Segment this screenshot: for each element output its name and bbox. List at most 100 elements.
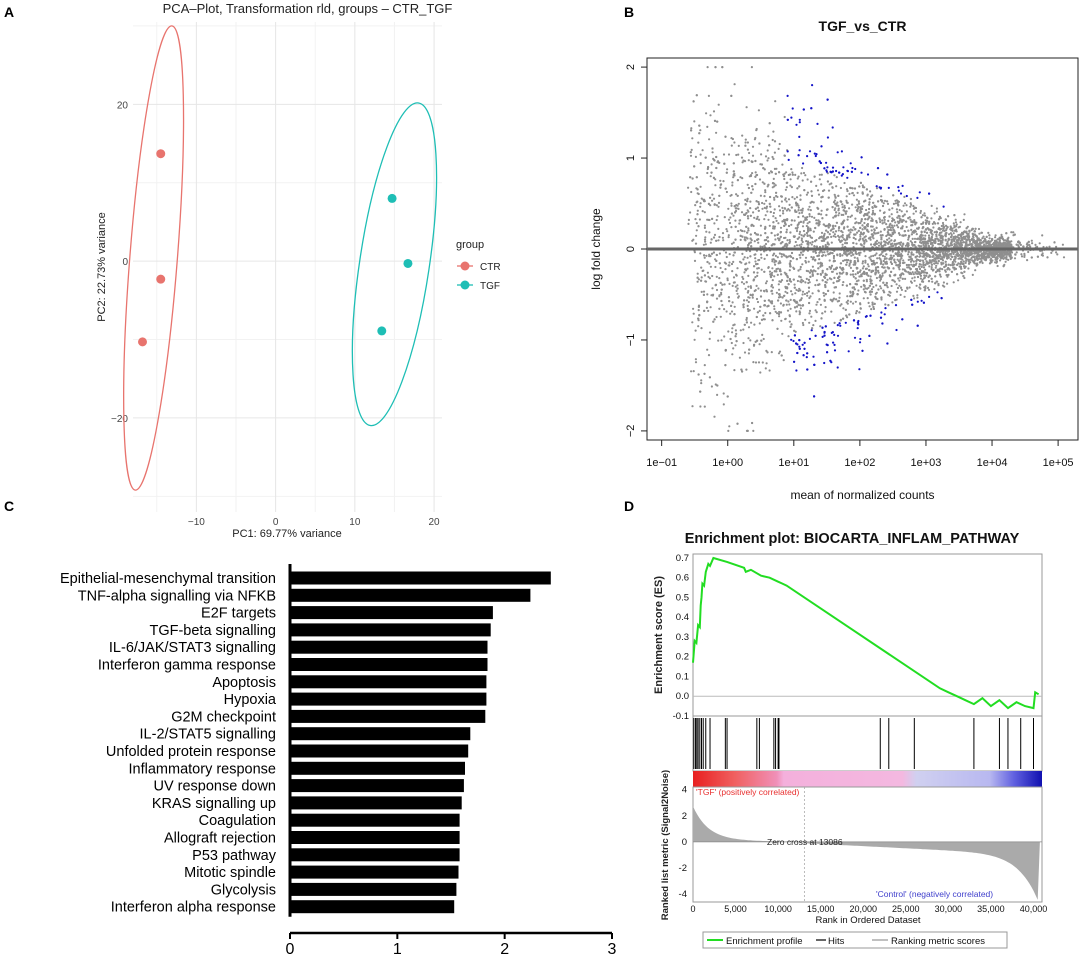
ma-point (759, 194, 762, 197)
pca-ytick-label: −20 (111, 414, 128, 425)
ma-point (847, 350, 850, 353)
ma-point (985, 235, 988, 238)
ma-point (758, 218, 761, 221)
ma-point (804, 281, 807, 284)
ma-point (706, 300, 709, 303)
ma-point (697, 304, 701, 307)
ma-point (855, 267, 858, 270)
ma-point (754, 289, 757, 292)
ma-point (996, 238, 999, 241)
ma-point (890, 213, 893, 216)
ma-point (904, 244, 907, 247)
ma-point (757, 287, 760, 290)
ma-point (872, 237, 875, 240)
ma-point (800, 278, 803, 281)
ma-point (894, 221, 897, 224)
ma-point (747, 227, 750, 230)
ma-point (745, 225, 748, 228)
ma-point (749, 255, 752, 258)
ma-point (699, 205, 702, 208)
ma-point (964, 235, 967, 239)
ma-point (908, 266, 911, 269)
ma-point (708, 262, 711, 265)
ma-point (955, 223, 958, 226)
ma-point (768, 202, 771, 205)
ma-point (948, 233, 951, 236)
ma-point (966, 250, 969, 253)
ma-point (929, 231, 932, 234)
ma-point (771, 286, 775, 289)
ma-point (873, 213, 876, 216)
ma-point (697, 225, 700, 228)
ma-point (703, 309, 706, 312)
ma-point (988, 234, 991, 237)
ma-point (737, 207, 740, 210)
ma-point (849, 291, 852, 294)
ma-point (998, 241, 1001, 244)
ma-point (960, 271, 963, 274)
ma-point (800, 243, 803, 246)
ma-point (740, 156, 744, 159)
ma-point (981, 261, 984, 265)
ma-point (928, 220, 931, 223)
ma-point (716, 384, 719, 387)
ma-point (885, 223, 888, 226)
ma-point (730, 193, 733, 197)
ma-point (873, 232, 876, 235)
ma-point (731, 301, 734, 304)
ma-point (804, 256, 808, 259)
ma-point (738, 356, 741, 359)
ma-point (779, 226, 783, 229)
ma-point (923, 274, 926, 277)
ma-point (875, 219, 878, 223)
ma-point (766, 149, 769, 152)
ma-point (735, 153, 738, 157)
ma-point (999, 250, 1002, 254)
ma-point (699, 405, 702, 408)
ma-point (939, 267, 942, 270)
ma-point (742, 258, 745, 261)
ma-point (736, 179, 739, 182)
ma-point (824, 325, 827, 328)
ma-point (791, 107, 794, 110)
ma-point (786, 239, 789, 242)
ma-point (778, 260, 781, 263)
pca-chart: PCA–Plot, Transformation rld, groups – C… (96, 1, 501, 540)
ma-point (723, 335, 726, 338)
pca-ellipse-ctr (123, 25, 185, 491)
ma-point (763, 299, 766, 302)
ma-point (835, 266, 838, 269)
ma-point (985, 250, 988, 253)
ma-point (974, 244, 977, 247)
ma-point (866, 263, 869, 266)
ma-point (896, 216, 899, 219)
ma-point (950, 244, 953, 247)
ma-point (918, 191, 921, 194)
ma-point (910, 233, 913, 236)
ma-point (713, 222, 716, 225)
ma-point (697, 192, 700, 196)
ma-point (1023, 255, 1026, 258)
ma-point (911, 271, 914, 274)
ma-point (733, 141, 736, 144)
ma-point (799, 194, 802, 197)
ma-point (711, 199, 714, 202)
ma-point (799, 307, 802, 310)
ma-point (795, 123, 798, 126)
ma-point (951, 261, 954, 264)
ma-point (781, 296, 784, 299)
ma-point (772, 252, 776, 255)
ma-point (889, 222, 892, 225)
ma-point (848, 313, 851, 316)
ma-point (965, 259, 968, 262)
ma-point (853, 228, 857, 231)
ma-point (722, 180, 725, 183)
ma-point (1014, 253, 1017, 256)
ma-point (775, 194, 778, 198)
ma-point (742, 341, 745, 345)
ma-point (931, 244, 934, 247)
ma-point (727, 236, 730, 239)
ma-point (773, 208, 776, 211)
ma-point (728, 425, 731, 428)
ma-point (970, 245, 973, 248)
